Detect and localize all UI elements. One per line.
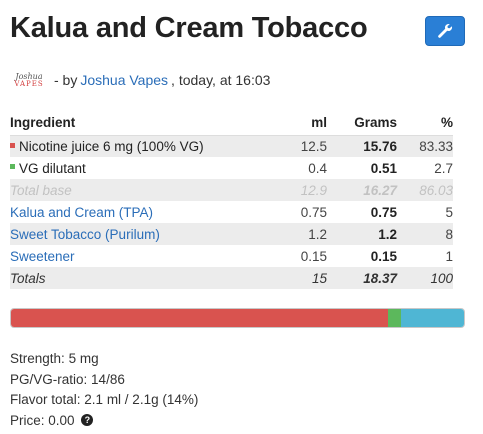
logo-text-bottom: VAPES xyxy=(14,79,44,88)
flavor-total-label: Flavor total: xyxy=(10,392,81,407)
page-title: Kalua and Cream Tobacco xyxy=(10,12,368,44)
wrench-icon xyxy=(438,23,453,38)
percent-value: 100 xyxy=(397,267,453,289)
byline-timestamp: , today, at 16:03 xyxy=(171,72,271,88)
table-row-totals: Totals 15 18.37 100 xyxy=(10,267,453,289)
table-row-flavor: Sweetener 0.15 0.15 1 xyxy=(10,245,453,267)
price-label: Price: xyxy=(10,412,45,428)
percent-value: 5 xyxy=(445,204,453,220)
percent-value: 8 xyxy=(397,223,453,245)
flavor-link[interactable]: Kalua and Cream (TPA) xyxy=(10,204,154,220)
ml-value: 12.9 xyxy=(272,179,327,201)
bar-segment-nicotine xyxy=(11,309,389,327)
ingredient-name: Total base xyxy=(10,179,272,201)
bar-segment-vg xyxy=(388,309,401,327)
percent-value: 1 xyxy=(445,248,453,264)
composition-bar xyxy=(10,308,465,328)
percent-value: 86.03 xyxy=(397,179,453,201)
percent-value: 2.7 xyxy=(434,160,453,176)
price-line: Price: 0.00 ? xyxy=(10,411,198,432)
header-ml: ml xyxy=(272,111,327,136)
bar-segment-flavor xyxy=(400,309,464,327)
header-grams: Grams xyxy=(327,111,397,136)
price-value: 0.00 xyxy=(48,412,75,428)
logo-text-top: Joshua xyxy=(15,71,43,81)
help-icon[interactable]: ? xyxy=(81,413,94,426)
percent-value: 83.33 xyxy=(397,135,453,157)
edit-button[interactable] xyxy=(425,16,465,46)
header-ingredient: Ingredient xyxy=(10,111,272,136)
flavor-link[interactable]: Sweet Tobacco (Purilum) xyxy=(10,226,160,242)
ml-value: 0.4 xyxy=(308,160,327,176)
author-link[interactable]: Joshua Vapes xyxy=(80,72,169,88)
grams-value: 0.75 xyxy=(370,204,397,220)
ml-value: 0.15 xyxy=(300,248,327,264)
strength-value: 5 mg xyxy=(68,351,99,366)
flavor-link[interactable]: Sweetener xyxy=(10,248,75,264)
ingredients-table: Ingredient ml Grams % Nicotine juice 6 m… xyxy=(10,111,453,289)
grams-value: 0.15 xyxy=(370,248,397,264)
strength-label: Strength: xyxy=(10,351,65,366)
ml-value: 15 xyxy=(272,267,327,289)
table-header-row: Ingredient ml Grams % xyxy=(10,111,453,136)
table-row-flavor: Sweet Tobacco (Purilum) 1.2 1.2 8 xyxy=(10,223,453,245)
flavor-total-line: Flavor total: 2.1 ml / 2.1g (14%) xyxy=(10,390,198,411)
grams-value: 18.37 xyxy=(327,267,397,289)
recipe-summary: Strength: 5 mg PG/VG-ratio: 14/86 Flavor… xyxy=(10,349,198,431)
pgvg-value: 14/86 xyxy=(91,371,125,387)
table-row-flavor: Kalua and Cream (TPA) 0.75 0.75 5 xyxy=(10,201,453,223)
title-row: Kalua and Cream Tobacco xyxy=(10,12,465,52)
grams-value: 1.2 xyxy=(327,223,397,245)
table-row-nicotine: Nicotine juice 6 mg (100% VG) 12.5 15.76… xyxy=(10,135,453,157)
byline: Joshua VAPES - by Joshua Vapes , today, … xyxy=(10,68,270,92)
header-percent: % xyxy=(397,111,453,136)
flavor-total-value: 2.1 ml / 2.1g (14%) xyxy=(84,392,199,407)
ml-value: 12.5 xyxy=(272,135,327,157)
ml-value: 1.2 xyxy=(272,223,327,245)
byline-prefix: - by xyxy=(54,72,78,88)
author-logo[interactable]: Joshua VAPES xyxy=(10,68,48,92)
strength-line: Strength: 5 mg xyxy=(10,349,198,370)
ingredient-name: Totals xyxy=(10,267,272,289)
grams-value: 15.76 xyxy=(327,135,397,157)
pgvg-line: PG/VG-ratio: 14/86 xyxy=(10,370,198,391)
ml-value: 0.75 xyxy=(300,204,327,220)
grams-value: 0.51 xyxy=(370,160,397,176)
pgvg-label: PG/VG-ratio: xyxy=(10,371,88,387)
ingredient-name: Nicotine juice 6 mg (100% VG) xyxy=(19,138,204,154)
table-row-total-base: Total base 12.9 16.27 86.03 xyxy=(10,179,453,201)
nicotine-swatch xyxy=(10,142,15,148)
vg-swatch xyxy=(10,164,15,170)
grams-value: 16.27 xyxy=(327,179,397,201)
table-row-vg: VG dilutant 0.4 0.51 2.7 xyxy=(10,157,453,179)
ingredient-name: VG dilutant xyxy=(19,160,86,176)
